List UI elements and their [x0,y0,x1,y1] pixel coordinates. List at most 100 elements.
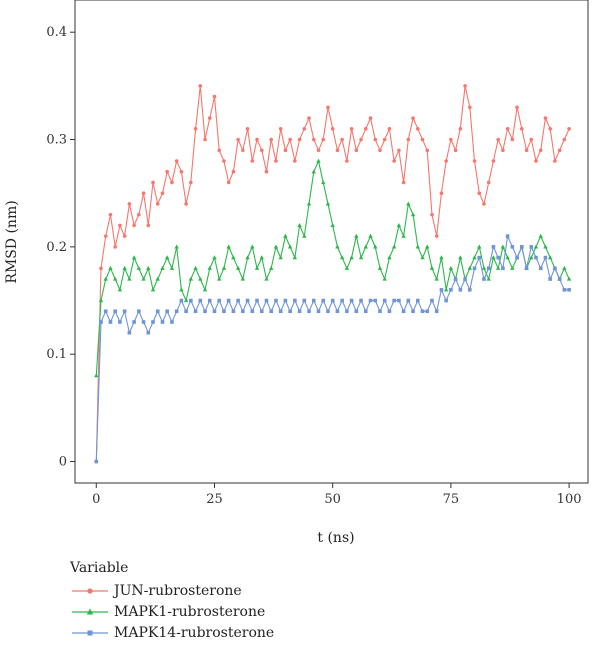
data-point-mapk14 [505,234,510,238]
data-point-jun [378,148,382,153]
data-point-mapk14 [241,309,245,314]
data-point-mapk1 [529,255,534,260]
plot-panel [74,0,589,484]
series-jun [94,84,571,464]
data-point-mapk1 [321,180,326,185]
data-point-mapk14 [226,298,231,303]
data-point-mapk1 [292,255,298,260]
data-point-jun [302,127,307,131]
data-point-jun [316,148,321,153]
data-point-mapk14 [170,320,174,324]
data-point-jun [340,137,344,142]
data-point-jun [179,169,184,174]
data-point-mapk14 [349,298,354,303]
data-point-jun [538,148,543,153]
data-point-mapk14 [193,309,198,314]
data-point-jun [118,223,122,228]
data-point-mapk1 [254,265,260,270]
data-point-mapk14 [458,288,463,292]
data-point-jun [401,180,406,185]
data-point-jun [548,127,552,131]
data-point-mapk14 [401,309,406,314]
x-tick-label: 50 [324,492,341,507]
data-point-mapk1 [278,255,283,260]
data-point-mapk1 [94,373,99,378]
series-mapk14 [94,234,571,464]
data-point-mapk1 [269,265,274,270]
data-point-mapk1 [425,244,430,249]
data-point-mapk1 [183,298,189,303]
data-point-mapk1 [547,255,553,260]
data-point-jun [198,84,203,88]
data-point-mapk1 [273,244,279,249]
data-point-jun [335,148,340,153]
data-point-mapk1 [311,169,316,174]
data-point-jun [170,180,174,185]
data-point-mapk14 [382,298,387,303]
data-point-mapk14 [222,309,226,314]
data-point-jun [160,191,165,195]
data-point-mapk1 [391,244,397,249]
data-point-mapk14 [411,309,415,314]
data-point-mapk1 [150,287,156,292]
data-point-mapk14 [510,245,515,249]
data-point-mapk14 [434,309,439,314]
data-point-mapk14 [397,298,401,303]
data-point-jun [349,127,354,131]
data-point-mapk14 [340,298,344,303]
data-point-jun [326,105,330,110]
data-point-jun [482,202,486,206]
data-point-mapk14 [520,245,524,249]
x-tick-label: 100 [557,492,582,507]
data-point-mapk1 [283,233,288,238]
data-point-mapk14 [127,330,132,335]
data-point-mapk14 [198,298,203,303]
data-point-jun [189,180,193,185]
data-point-mapk1 [131,255,137,260]
data-point-mapk1 [562,265,567,270]
data-point-mapk1 [169,265,175,270]
data-point-jun [146,223,151,228]
data-point-jun [255,137,259,142]
data-point-mapk14 [118,320,122,324]
data-point-mapk14 [278,309,283,314]
data-point-mapk1 [415,244,420,249]
data-point-jun [463,84,467,88]
data-point-mapk1 [226,244,231,249]
data-point-jun [439,191,444,195]
data-point-jun [250,159,255,163]
data-point-mapk14 [108,320,113,324]
data-point-mapk14 [151,320,155,324]
data-point-mapk1 [235,265,241,270]
data-point-mapk14 [449,288,453,292]
data-point-mapk14 [99,320,103,324]
data-point-mapk1 [477,244,482,249]
data-point-jun [264,169,269,174]
y-tick-label: 0.1 [46,347,67,362]
data-point-mapk1 [373,244,378,249]
y-axis-title: RMSD (nm) [4,200,20,283]
data-point-jun [501,148,505,153]
data-point-jun [434,234,439,238]
data-point-mapk14 [430,298,434,303]
data-point-mapk1 [136,265,142,270]
data-point-mapk1 [245,255,250,260]
data-point-mapk14 [141,320,146,324]
data-point-mapk14 [307,309,311,314]
legend: Variable JUN-rubrosterone MAPK1-rubroste… [70,560,274,643]
data-point-jun [453,148,458,153]
data-point-mapk1 [264,276,269,281]
data-point-mapk1 [566,276,572,281]
data-point-mapk1 [259,255,264,260]
data-point-jun [293,159,297,163]
data-point-jun [444,159,448,163]
data-point-mapk1 [297,223,302,227]
data-point-mapk1 [141,276,146,281]
legend-key-mapk14 [72,630,108,635]
data-point-jun [529,137,534,142]
data-point-mapk1 [339,255,345,260]
data-point-jun [236,137,240,142]
y-axis: 0 0.1 0.2 0.3 0.4 [46,25,75,470]
data-point-mapk1 [396,223,402,227]
data-point-mapk1 [221,265,227,270]
